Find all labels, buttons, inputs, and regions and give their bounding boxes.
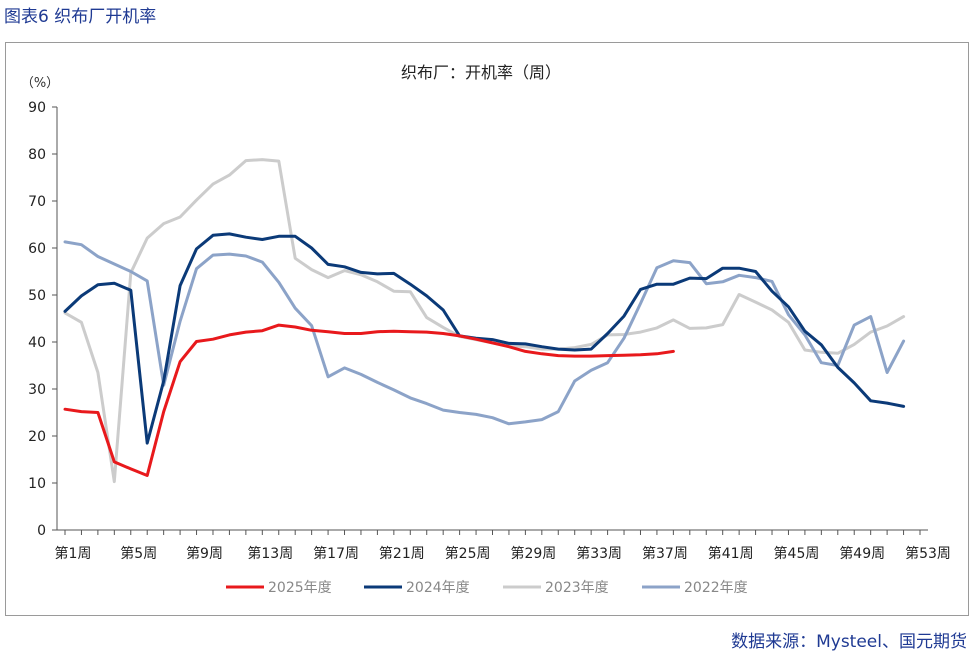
x-tick-label: 第41周 [708,545,754,562]
series-line-2023 [63,158,906,484]
y-axis-unit: （%） [21,76,59,91]
x-tick-label: 第17周 [313,545,359,562]
legend-label: 2025年度 [268,580,332,596]
y-tick-label: 40 [28,335,46,351]
x-tick-label: 第1周 [55,545,92,562]
x-tick-label: 第21周 [379,545,425,562]
x-tick-label: 第25周 [445,545,491,562]
x-tick-label: 第53周 [905,545,951,562]
x-tick-label: 第49周 [839,545,885,562]
x-tick-label: 第29周 [510,545,556,562]
x-tick-label: 第9周 [186,545,223,562]
legend: 2025年度 2024年度 2023年度 2022年度 [226,580,748,596]
chart-title: 织布厂：开机率（周） [401,63,561,82]
y-tick-label: 30 [28,382,46,398]
y-tick-label: 80 [28,147,46,163]
x-tick-label: 第37周 [642,545,688,562]
y-tick-label: 20 [28,429,46,445]
y-tick-label: 60 [28,241,46,257]
legend-label: 2024年度 [406,580,470,596]
y-tick-label: 10 [28,476,46,492]
x-tick-label: 第45周 [774,545,820,562]
series-line-2024 [63,232,906,445]
legend-label: 2023年度 [545,580,609,596]
y-tick-label: 70 [28,194,46,210]
figure-title: 图表6 织布厂开机率 [4,7,157,27]
y-tick-label: 50 [28,288,46,304]
x-tick-label: 第5周 [120,545,157,562]
chart-frame: 织布厂：开机率（周） （%） 0 10 20 30 40 50 60 70 80 90 第1周 第5周… [5,42,969,616]
y-tick-label: 90 [28,100,46,116]
legend-label: 2022年度 [684,580,748,596]
series-line-2025 [63,323,675,477]
line-chart: 织布厂：开机率（周） （%） 0 10 20 30 40 50 60 70 80 90 第1周 第5周… [21,63,951,596]
series-lines [63,158,906,484]
x-tick-label: 第33周 [576,545,622,562]
series-line-2022 [63,240,906,426]
source-note: 数据来源：Mysteel、国元期货 [731,632,967,652]
axes: 0 10 20 30 40 50 60 70 80 90 第1周 第5周 第9周 第13周 第17周 第21周… [28,100,951,562]
x-tick-label: 第13周 [247,545,293,562]
y-tick-label: 0 [37,523,46,539]
